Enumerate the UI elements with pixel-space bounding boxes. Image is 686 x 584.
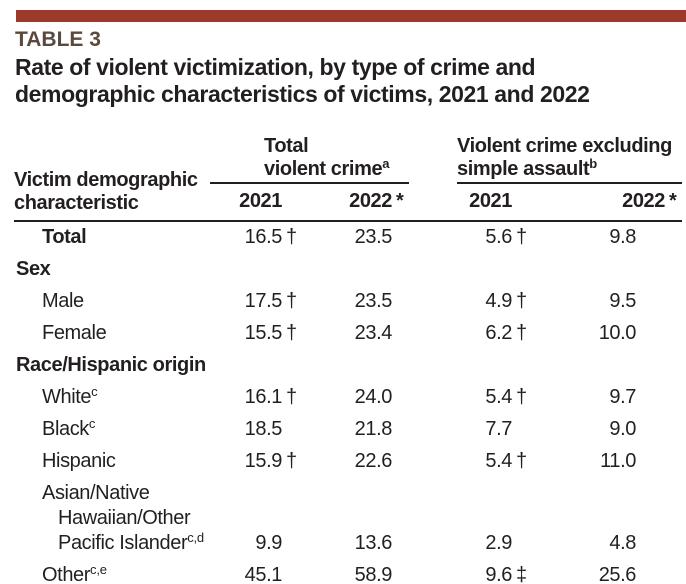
empty-cell <box>210 350 299 382</box>
table-row: Blackc 18.5 21.8 7.7 9.0 <box>14 414 682 446</box>
footnote-marker-b: b <box>589 156 597 171</box>
empty-cell <box>409 254 529 286</box>
significance-marker: † <box>516 386 527 408</box>
value-cell: 9.0 <box>609 418 637 440</box>
row-label: Sex <box>16 258 51 280</box>
significance-marker: † <box>286 450 297 472</box>
table-row: Otherc,e 45.1 58.9 9.6 ‡ 25.6 <box>14 560 682 584</box>
value-cell: 16.1 † <box>210 382 299 414</box>
value-cell: 18.5 <box>244 418 283 440</box>
value-cell: 58.9 <box>354 564 393 584</box>
title-line-1: Rate of violent victimization, by type o… <box>15 54 536 80</box>
significance-marker: ‡ <box>516 564 527 584</box>
group1-label-line-1: Total <box>264 135 309 157</box>
value-cell: 25.6 <box>598 564 637 584</box>
value-cell: 22.6 <box>354 450 393 472</box>
empty-cell <box>299 350 409 382</box>
col-header-2022-excluding: 2022 * <box>529 184 683 222</box>
row-label: Otherc,e <box>42 562 107 584</box>
value-cell: 23.5 <box>354 226 393 248</box>
section-row: Sex <box>14 254 682 286</box>
row-label: Total <box>42 226 87 248</box>
top-accent-bar <box>16 10 686 22</box>
group-header-row: Victim demographic characteristic Total … <box>14 128 683 222</box>
year-header-row: 2021 2022 * 2021 2022 * <box>14 184 683 222</box>
value-cell: 45.1 <box>244 564 283 584</box>
stub-header-line-2: characteristic <box>14 192 139 214</box>
row-label: Female <box>42 322 107 344</box>
group2-label-line-2: simple assaultb <box>457 156 597 180</box>
value-cell: 9.5 <box>609 290 637 312</box>
value-cell: 23.5 <box>354 290 393 312</box>
value-cell: 9.6 ‡ <box>409 560 529 584</box>
value-cell: 4.8 <box>609 532 637 554</box>
footnote-marker: c <box>88 416 96 431</box>
empty-cell <box>529 350 682 382</box>
stub-header-line-1: Victim demographic <box>14 169 198 191</box>
victimization-rate-table: Victim demographic characteristic Total … <box>14 128 683 584</box>
value-cell: 11.0 <box>600 450 637 472</box>
value-cell: 24.0 <box>354 386 393 408</box>
table-row: Whitec 16.1 † 24.0 5.4 † 9.7 <box>14 382 682 414</box>
row-label: Male <box>42 290 84 312</box>
value-cell: 5.4 † <box>409 446 529 478</box>
group1-label-line-2: violent crimea <box>264 156 390 180</box>
value-cell: 15.9 † <box>210 446 299 478</box>
footnote-marker-a: a <box>382 156 390 171</box>
empty-cell <box>409 350 529 382</box>
significance-marker: † <box>286 322 297 344</box>
table-title: Rate of violent victimization, by type o… <box>15 54 590 108</box>
value-cell: 7.7 <box>485 418 512 440</box>
section-row: Race/Hispanic origin <box>14 350 682 382</box>
row-label: Hispanic <box>42 450 116 472</box>
value-cell: 5.6 † <box>409 221 529 254</box>
significance-marker: † <box>286 226 297 248</box>
value-cell: 13.6 <box>354 532 393 554</box>
significance-marker: † <box>516 322 527 344</box>
title-line-2: demographic characteristics of victims, … <box>15 81 590 107</box>
stub-column-header: Victim demographic characteristic <box>14 128 210 222</box>
empty-cell <box>210 254 299 286</box>
col-group-violent-crime-excluding-simple-assault: Violent crime excluding simple assaultb <box>409 128 683 184</box>
value-cell: 16.5 † <box>210 221 299 254</box>
value-cell: 17.5 † <box>210 286 299 318</box>
significance-marker: † <box>516 226 527 248</box>
value-cell: 9.9 <box>255 532 282 554</box>
col-header-2021-total: 2021 <box>210 184 299 222</box>
row-label: Whitec <box>42 384 98 408</box>
value-cell: 23.4 <box>354 322 393 344</box>
footnote-marker: c,e <box>90 562 107 577</box>
footnote-marker: c,d <box>187 530 204 545</box>
empty-cell <box>299 254 409 286</box>
value-cell: 15.5 † <box>210 318 299 350</box>
row-label: Asian/Native Hawaiian/Other Pacific Island… <box>42 482 204 554</box>
value-cell: 9.8 <box>609 226 637 248</box>
significance-marker: † <box>286 386 297 408</box>
col-header-2022-total: 2022 * <box>299 184 409 222</box>
table-row: Female 15.5 † 23.4 6.2 † 10.0 <box>14 318 682 350</box>
footnote-marker: c <box>91 384 98 399</box>
table-row: Total 16.5 † 23.5 5.6 † 9.8 <box>14 221 682 254</box>
value-cell: 2.9 <box>485 532 512 554</box>
significance-marker: † <box>516 290 527 312</box>
table-row: Male 17.5 † 23.5 4.9 † 9.5 <box>14 286 682 318</box>
row-label: Blackc <box>42 416 96 440</box>
value-cell: 10.0 <box>598 322 637 344</box>
significance-marker: † <box>286 290 297 312</box>
table-row: Hispanic 15.9 † 22.6 5.4 † 11.0 <box>14 446 682 478</box>
col-group-total-violent-crime: Total violent crimea <box>210 128 409 184</box>
row-label: Race/Hispanic origin <box>16 354 206 376</box>
value-cell: 5.4 † <box>409 382 529 414</box>
col-header-2021-excluding: 2021 <box>409 184 529 222</box>
value-cell: 6.2 † <box>409 318 529 350</box>
value-cell: 4.9 † <box>409 286 529 318</box>
table-row: Asian/Native Hawaiian/Other Pacific Island… <box>14 478 682 560</box>
significance-marker: † <box>516 450 527 472</box>
table-number-label: TABLE 3 <box>15 28 101 51</box>
empty-cell <box>529 254 682 286</box>
value-cell: 21.8 <box>354 418 393 440</box>
group2-label-line-1: Violent crime excluding <box>457 135 672 157</box>
value-cell: 9.7 <box>609 386 637 408</box>
